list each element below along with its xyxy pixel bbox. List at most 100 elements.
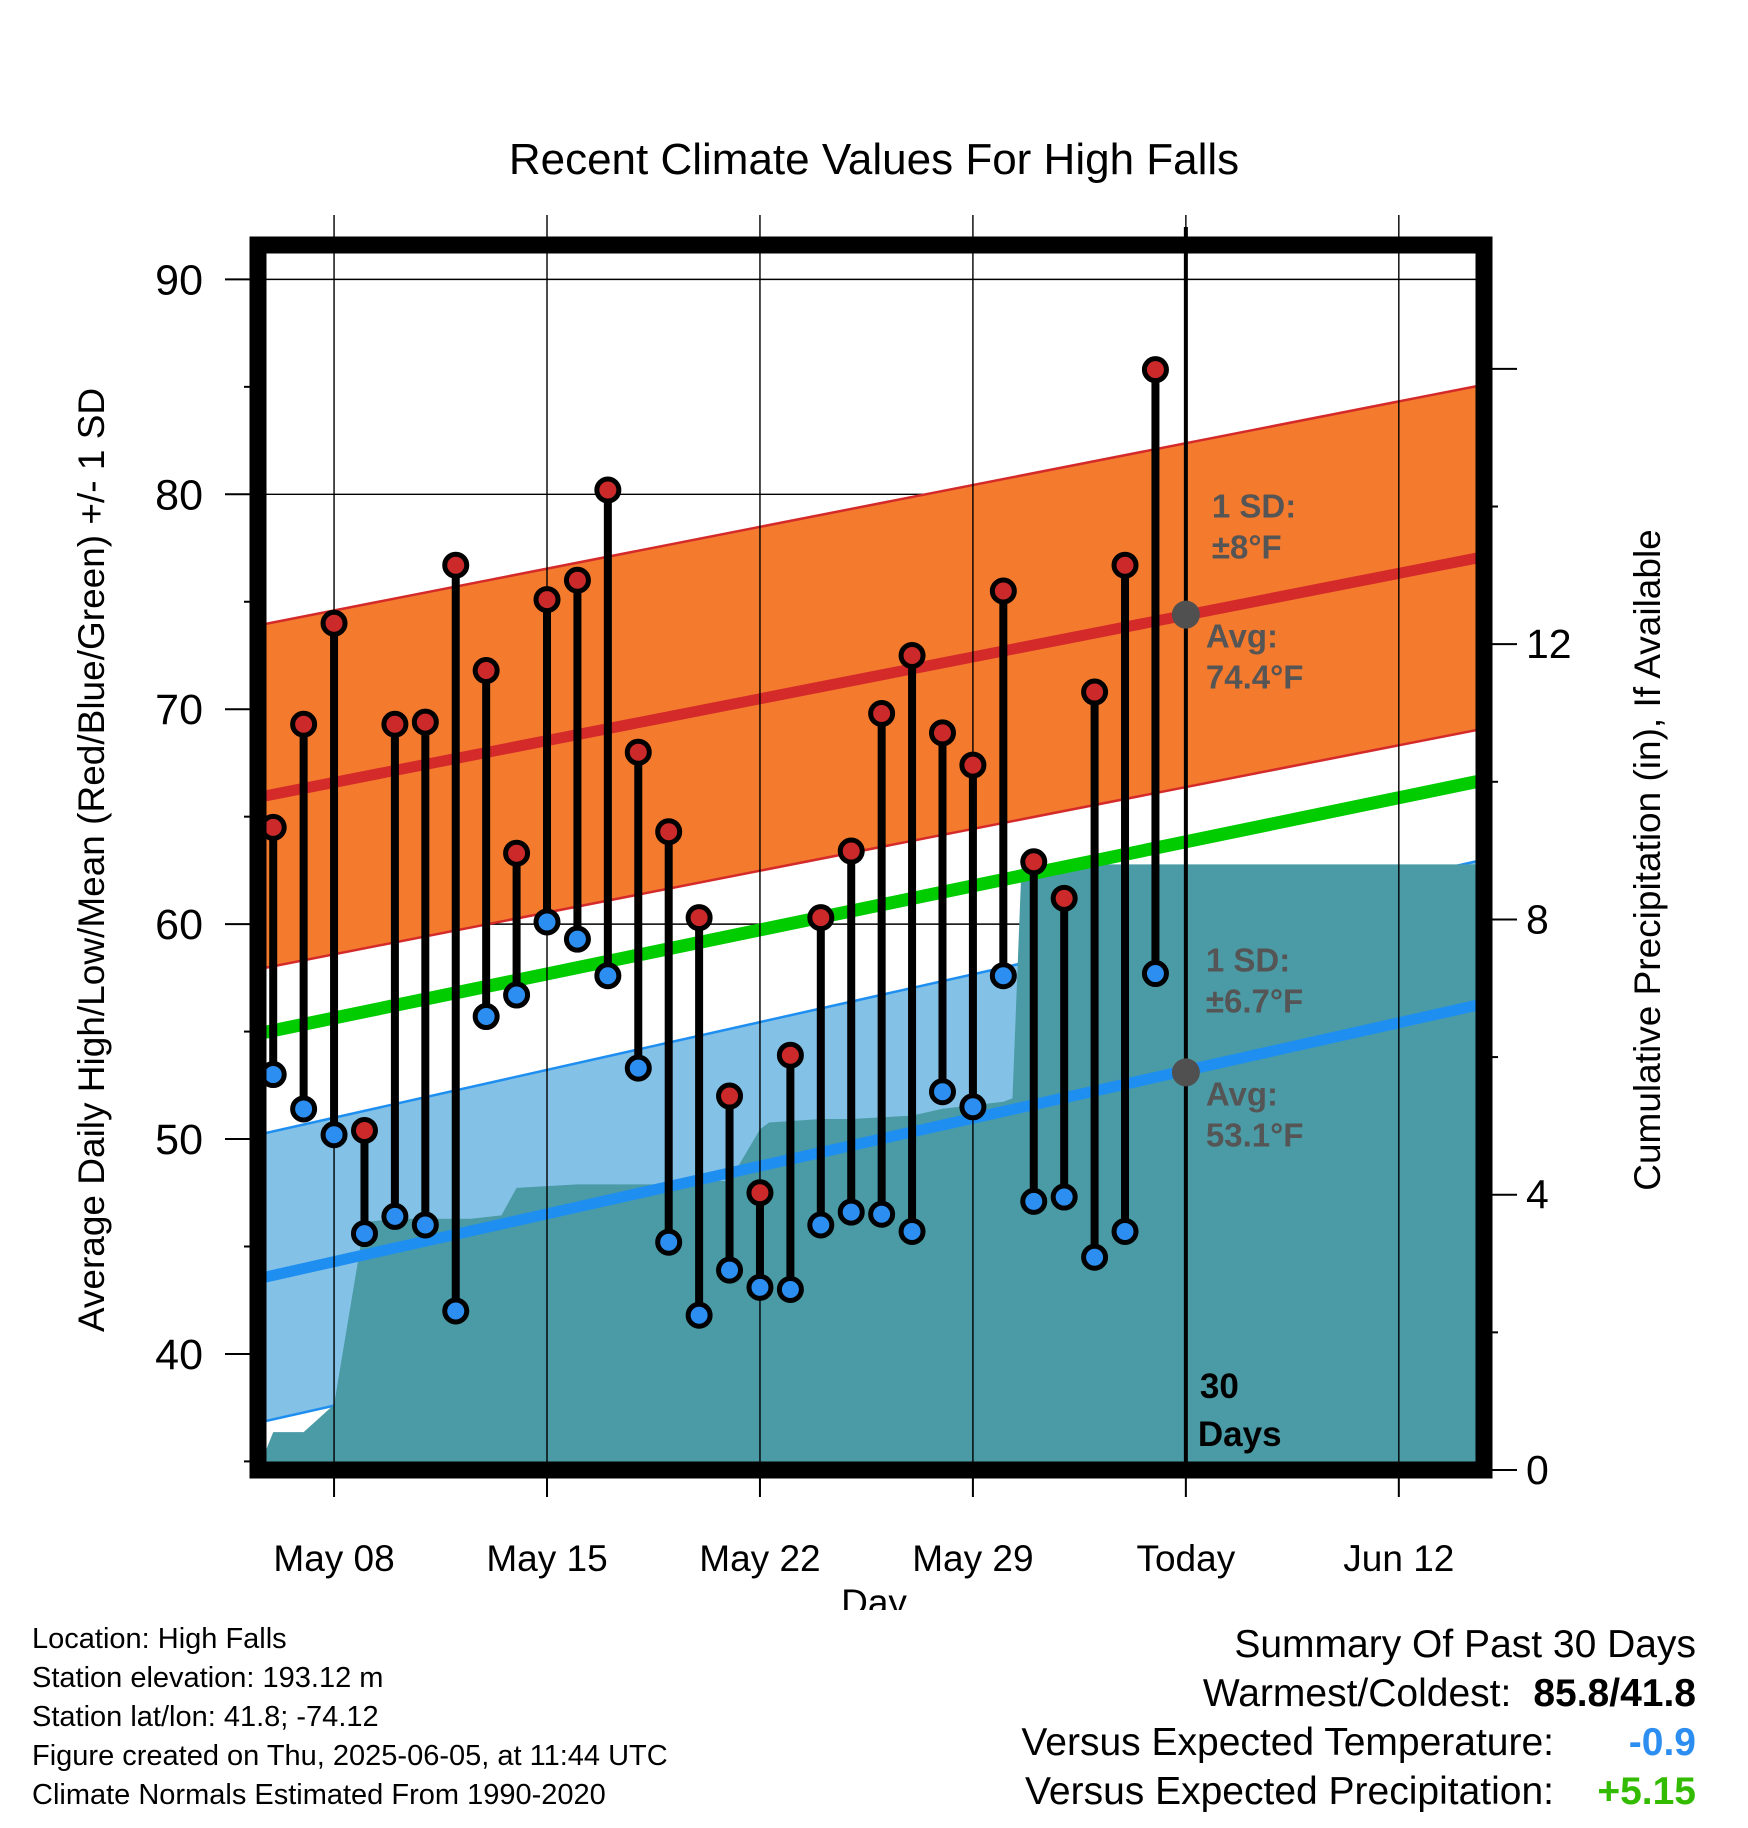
x-tick-label: May 29 <box>912 1538 1033 1579</box>
high-point <box>1020 848 1048 876</box>
low-point <box>746 1273 774 1301</box>
station-info: Location: High Falls Station elevation: … <box>32 1620 668 1815</box>
high-point <box>411 708 439 736</box>
high-point <box>533 586 561 614</box>
low-point <box>898 1217 926 1245</box>
precip-label: Versus Expected Precipitation: <box>1025 1770 1554 1813</box>
low-point <box>928 1078 956 1106</box>
low-point <box>624 1054 652 1082</box>
precip-value: +5.15 <box>1597 1770 1696 1813</box>
y-tick-label: 60 <box>155 901 203 949</box>
days-word-label: Days <box>1198 1415 1282 1454</box>
y-tick-label: 50 <box>155 1116 203 1164</box>
low-point <box>472 1003 500 1031</box>
low-point <box>320 1121 348 1149</box>
low-point <box>411 1211 439 1239</box>
x-tick-label: May 08 <box>273 1538 394 1579</box>
low-point <box>837 1198 865 1226</box>
normal-mean-line <box>258 773 1484 1041</box>
high-point <box>624 738 652 766</box>
low-point <box>503 981 531 1009</box>
warm-cold-row: Warmest/Coldest: 85.8/41.8 <box>1021 1669 1696 1718</box>
high-point <box>989 577 1017 605</box>
y-tick-label: 70 <box>155 686 203 734</box>
chart-title: Recent Climate Values For High Falls <box>509 135 1239 184</box>
low-point <box>868 1200 896 1228</box>
high-point <box>1050 884 1078 912</box>
precip-row: Versus Expected Precipitation: +5.15 <box>1021 1767 1696 1816</box>
summary-panel: Summary Of Past 30 Days Warmest/Coldest:… <box>1021 1620 1696 1816</box>
warm-cold-value: 85.8/41.8 <box>1533 1672 1696 1715</box>
y-axis-label: Average Daily High/Low/Mean (Red/Blue/Gr… <box>71 388 112 1332</box>
high-avg-marker <box>1171 600 1200 629</box>
normal-high-band-lower-edge <box>258 727 1484 971</box>
created-text: Figure created on Thu, 2025-06-05, at 11… <box>32 1740 668 1772</box>
high-point <box>563 566 591 594</box>
low-avg-label: Avg: <box>1206 1075 1278 1112</box>
low-point <box>776 1275 804 1303</box>
normal-low-line <box>258 998 1484 1285</box>
high-point <box>868 700 896 728</box>
climate-chart: Recent Climate Values For High Falls 1 S… <box>71 135 1668 1610</box>
low-point <box>807 1211 835 1239</box>
low-avg-value: 53.1°F <box>1206 1116 1304 1153</box>
normal-high-band-upper-edge <box>258 383 1484 627</box>
high-point <box>959 751 987 779</box>
high-point <box>442 551 470 579</box>
elevation-text: Station elevation: 193.12 m <box>32 1662 384 1694</box>
high-point <box>1111 551 1139 579</box>
high-point <box>928 719 956 747</box>
low-point <box>1050 1183 1078 1211</box>
y2-tick-label: 0 <box>1526 1447 1549 1493</box>
low-point <box>350 1220 378 1248</box>
y2-tick-label: 4 <box>1526 1172 1549 1218</box>
low-point <box>290 1095 318 1123</box>
summary-title: Summary Of Past 30 Days <box>1234 1623 1696 1666</box>
y-tick-label: 90 <box>155 256 203 304</box>
temp-row: Versus Expected Temperature: -0.9 <box>1021 1718 1696 1767</box>
days-count-label: 30 <box>1200 1367 1239 1406</box>
high-point <box>746 1179 774 1207</box>
low-point <box>959 1093 987 1121</box>
high-avg-label: Avg: <box>1206 618 1278 655</box>
temp-value: -0.9 <box>1628 1721 1696 1764</box>
low-point <box>1111 1217 1139 1245</box>
high-point <box>685 904 713 932</box>
high-sd-value: ±8°F <box>1212 529 1282 566</box>
low-point <box>381 1202 409 1230</box>
low-point <box>1141 960 1169 988</box>
high-point <box>655 818 683 846</box>
y-tick-label: 40 <box>155 1331 203 1379</box>
high-sd-label: 1 SD: <box>1212 488 1296 525</box>
high-point <box>1081 678 1109 706</box>
low-point <box>594 962 622 990</box>
low-point <box>685 1301 713 1329</box>
low-avg-marker <box>1171 1058 1200 1087</box>
high-point <box>594 476 622 504</box>
x-tick-label: Jun 12 <box>1343 1538 1454 1579</box>
temp-label: Versus Expected Temperature: <box>1021 1721 1554 1764</box>
high-point <box>503 839 531 867</box>
precip-area <box>258 864 1484 1470</box>
high-point <box>381 710 409 738</box>
low-point <box>563 925 591 953</box>
low-point <box>442 1297 470 1325</box>
low-sd-label: 1 SD: <box>1206 941 1290 978</box>
normal-high-line <box>258 551 1484 803</box>
normals-text: Climate Normals Estimated From 1990-2020 <box>32 1779 606 1811</box>
high-point <box>320 609 348 637</box>
plot-frame <box>249 236 1493 1479</box>
high-point <box>1141 356 1169 384</box>
high-point <box>716 1082 744 1110</box>
low-point <box>989 962 1017 990</box>
x-tick-label: May 22 <box>699 1538 820 1579</box>
location-text: Location: High Falls <box>32 1623 287 1655</box>
warm-cold-label: Warmest/Coldest: <box>1202 1672 1512 1715</box>
high-point <box>776 1041 804 1069</box>
high-point <box>472 657 500 685</box>
x-tick-label: May 15 <box>486 1538 607 1579</box>
low-point <box>533 908 561 936</box>
high-point <box>898 641 926 669</box>
y2-tick-label: 8 <box>1526 896 1549 942</box>
low-sd-value: ±6.7°F <box>1206 982 1303 1019</box>
